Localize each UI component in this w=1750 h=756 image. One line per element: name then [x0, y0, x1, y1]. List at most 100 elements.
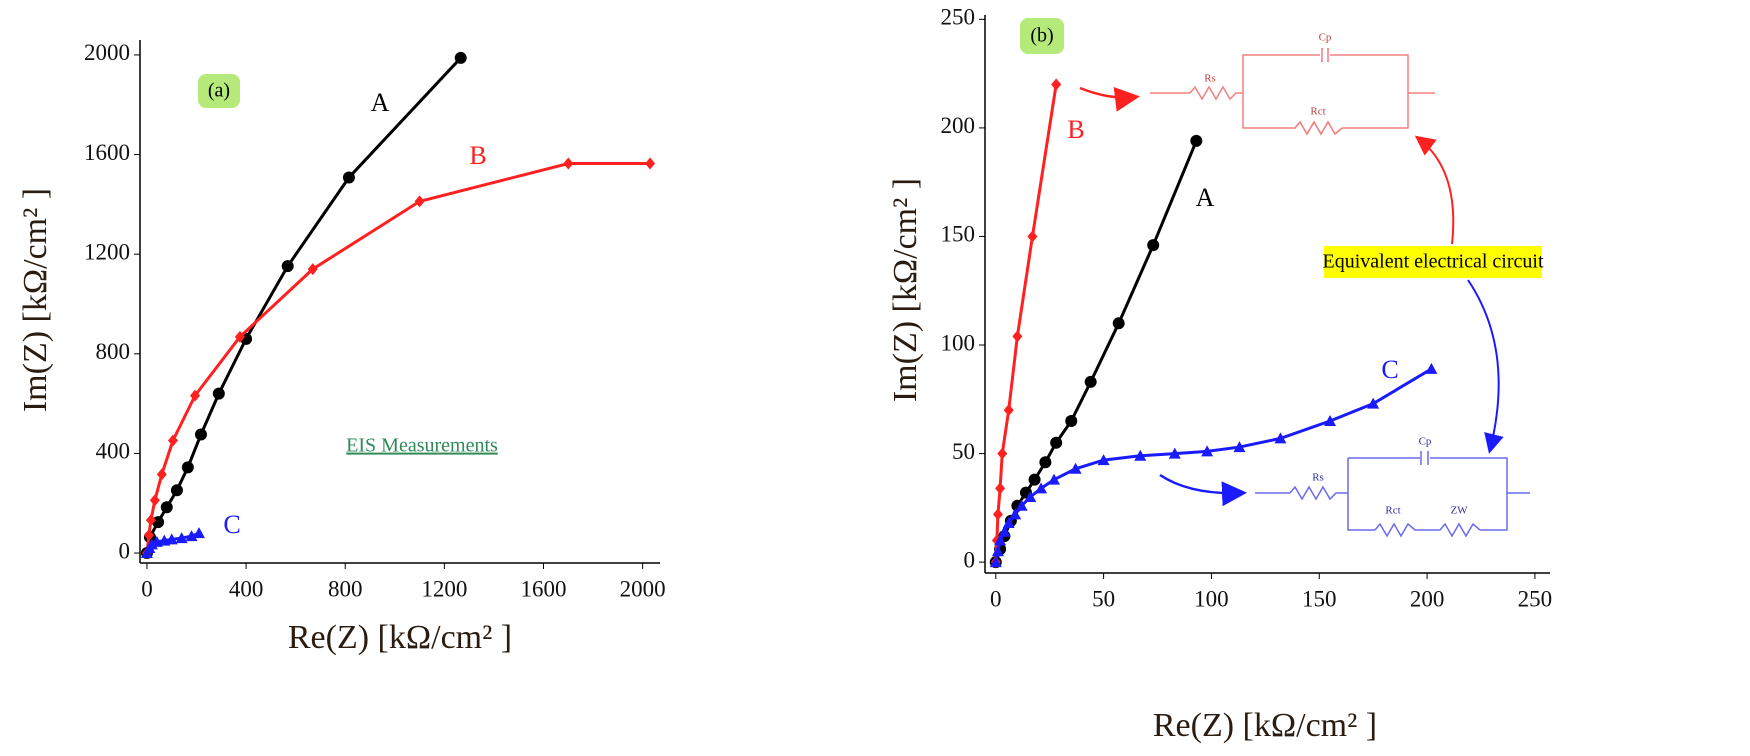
marker — [994, 534, 1007, 546]
circuit-blue — [1255, 451, 1530, 538]
marker — [997, 447, 1008, 460]
circuit-label: ZW — [1450, 505, 1468, 517]
x-tick-label: 200 — [1410, 586, 1445, 611]
marker — [143, 529, 154, 542]
marker — [1039, 456, 1052, 469]
y-tick-label: 2000 — [84, 40, 130, 65]
x-tick-label: 250 — [1518, 586, 1553, 611]
series-name: C — [1381, 355, 1398, 384]
marker — [181, 461, 194, 474]
y-tick-label: 0 — [119, 538, 131, 563]
marker — [645, 157, 656, 170]
circuit-red — [1150, 48, 1435, 136]
x-tick-label: 800 — [328, 576, 363, 601]
marker — [995, 482, 1006, 495]
arrow — [1159, 473, 1247, 507]
panel-label-box — [198, 74, 240, 108]
series-name: B — [1067, 115, 1084, 144]
y-axis-label: Im(Z) [kΩ/cm² ] — [17, 188, 54, 412]
marker — [991, 545, 1004, 557]
marker — [1112, 317, 1125, 330]
marker — [234, 330, 245, 343]
marker — [1035, 482, 1048, 494]
marker — [454, 51, 467, 64]
marker — [1097, 454, 1110, 466]
y-tick-label: 0 — [964, 547, 976, 572]
marker — [185, 530, 198, 542]
y-tick-label: 800 — [96, 339, 131, 364]
series-name: A — [371, 88, 390, 117]
series-name: C — [223, 510, 240, 539]
marker — [563, 157, 574, 170]
marker — [1168, 447, 1181, 459]
marker — [156, 468, 167, 481]
y-tick-label: 50 — [952, 439, 975, 464]
marker — [152, 516, 165, 529]
marker — [167, 434, 178, 447]
x-axis-label: Re(Z) [kΩ/cm² ] — [1153, 707, 1377, 744]
marker — [1201, 445, 1214, 457]
y-tick-label: 150 — [941, 222, 976, 247]
marker — [192, 527, 205, 539]
panel-label-box — [1020, 18, 1064, 54]
x-axis-label: Re(Z) [kΩ/cm² ] — [288, 619, 512, 656]
marker — [145, 514, 156, 527]
marker — [1367, 397, 1380, 409]
marker — [1134, 449, 1147, 461]
y-tick-label: 1600 — [84, 140, 130, 165]
marker — [1050, 436, 1063, 449]
marker — [1024, 491, 1037, 503]
x-tick-label: 400 — [229, 576, 264, 601]
marker — [1147, 239, 1160, 252]
circuit-label: Rs — [1204, 73, 1216, 85]
marker — [342, 171, 355, 184]
marker — [1065, 415, 1078, 428]
x-tick-label: 1600 — [521, 576, 567, 601]
x-tick-label: 100 — [1194, 586, 1229, 611]
marker — [1012, 330, 1023, 343]
marker — [1051, 78, 1062, 91]
marker — [1003, 404, 1014, 417]
x-tick-label: 0 — [141, 576, 153, 601]
marker — [149, 494, 160, 507]
x-tick-label: 0 — [990, 586, 1002, 611]
marker — [307, 263, 318, 276]
x-tick-label: 1200 — [421, 576, 467, 601]
circuit-label: Rs — [1312, 472, 1324, 484]
marker — [1233, 441, 1246, 453]
marker — [1324, 415, 1337, 427]
marker — [1190, 134, 1203, 147]
circuit-label: Cp — [1419, 436, 1432, 448]
marker — [170, 484, 183, 497]
marker — [190, 389, 201, 402]
marker — [1069, 462, 1082, 474]
marker — [989, 556, 1002, 568]
arrow — [1079, 86, 1140, 112]
x-tick-label: 50 — [1092, 586, 1115, 611]
y-tick-label: 400 — [96, 439, 131, 464]
marker — [175, 532, 188, 544]
marker — [1425, 362, 1438, 374]
annotation: Equivalent electrical circuit — [1323, 251, 1544, 273]
x-tick-label: 2000 — [620, 576, 666, 601]
marker — [1084, 375, 1097, 388]
marker — [1028, 473, 1041, 486]
marker — [1015, 499, 1028, 511]
marker — [1009, 508, 1022, 520]
circuit-label: Rct — [1310, 106, 1325, 118]
arrow — [1414, 135, 1455, 245]
arrow — [1467, 279, 1504, 454]
marker — [160, 501, 173, 514]
marker — [998, 525, 1011, 537]
y-tick-label: 1200 — [84, 239, 130, 264]
y-axis-label: Im(Z) [kΩ/cm² ] — [887, 178, 924, 402]
marker — [1048, 473, 1061, 485]
y-tick-label: 250 — [941, 5, 976, 30]
panel-label: (b) — [1030, 25, 1053, 47]
resistor — [1294, 120, 1343, 136]
y-tick-label: 200 — [941, 113, 976, 138]
circuit-gap — [1296, 127, 1342, 130]
y-tick-label: 100 — [941, 330, 976, 355]
